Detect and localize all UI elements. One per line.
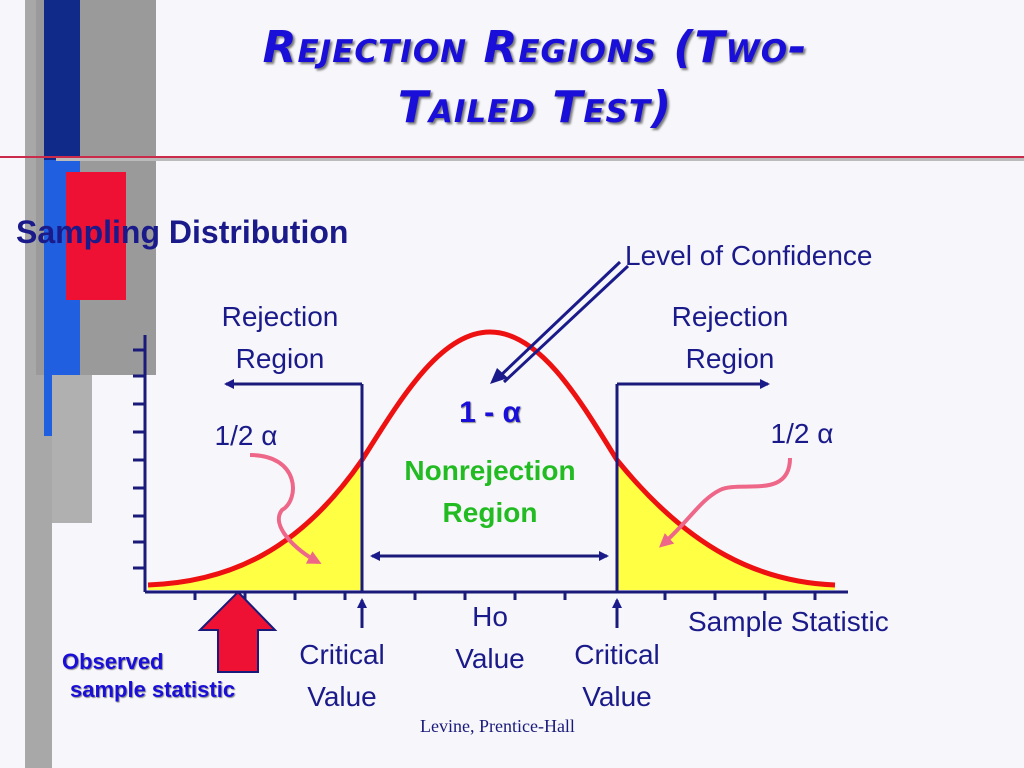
ho-value-label: Ho Value (430, 596, 550, 680)
left-tail-fill (148, 460, 362, 590)
observed-line2: sample statistic (70, 677, 236, 702)
critical-value-right-label: Critical Value (547, 634, 687, 718)
critical-value-left-label: Critical Value (272, 634, 412, 718)
one-minus-alpha-label: 1 - α (459, 396, 521, 429)
critical-value-left-line2: Value (307, 681, 377, 712)
deco-bar-gray-mid (52, 375, 92, 523)
confidence-pointer-head (490, 368, 508, 384)
level-of-confidence-label: Level of Confidence (625, 240, 965, 272)
nonrejection-region-line1: Nonrejection (404, 455, 576, 486)
observed-arrow (197, 590, 278, 673)
ho-value-line1: Ho (472, 601, 508, 632)
confidence-pointer-b (502, 264, 630, 384)
title-line-2: Tailed Test) (397, 82, 673, 133)
confidence-pointer-a (496, 260, 622, 380)
observed-line1: Observed (62, 649, 164, 674)
rejection-region-right-label: Rejection Region (640, 296, 820, 380)
title-line-1: Rejection Regions (Two- (262, 22, 808, 73)
deco-rule (0, 156, 1024, 158)
nonrejection-region-line2: Region (442, 497, 538, 528)
deco-bar-navy (44, 0, 80, 160)
rejection-region-left-line2: Region (235, 343, 325, 374)
level-of-confidence-text: Level of Confidence (625, 240, 873, 271)
observed-sample-statistic-label: Observed sample statistic (62, 648, 282, 704)
rejection-region-right-line2: Region (685, 343, 775, 374)
deco-bar-red (66, 172, 126, 300)
ho-value-line2: Value (455, 643, 525, 674)
rejection-region-right-line1: Rejection (671, 301, 789, 332)
half-alpha-left-label: 1/2 α (214, 420, 278, 451)
critical-value-left-line1: Critical (299, 639, 385, 670)
right-tail-fill (617, 460, 835, 590)
half-alpha-right-label: 1/2 α (770, 418, 834, 449)
sample-statistic-label: Sample Statistic (688, 606, 889, 637)
rejection-region-left-line1: Rejection (221, 301, 339, 332)
credit: Levine, Prentice-Hall (420, 716, 575, 736)
subtitle: Sampling Distribution (16, 214, 349, 250)
critical-value-right-line2: Value (582, 681, 652, 712)
left-half-alpha-arrow (249, 453, 322, 564)
critical-value-right-line1: Critical (574, 639, 660, 670)
deco-rule-shadow (56, 158, 1024, 161)
nonrejection-region-label: Nonrejection Region (370, 450, 610, 534)
rejection-region-left-label: Rejection Region (190, 296, 370, 380)
slide-title: Rejection Regions (Two- Tailed Test) (100, 18, 970, 138)
normal-curve (147, 329, 836, 588)
right-half-alpha-arrow (659, 457, 792, 548)
y-axis-ticks (133, 348, 145, 570)
